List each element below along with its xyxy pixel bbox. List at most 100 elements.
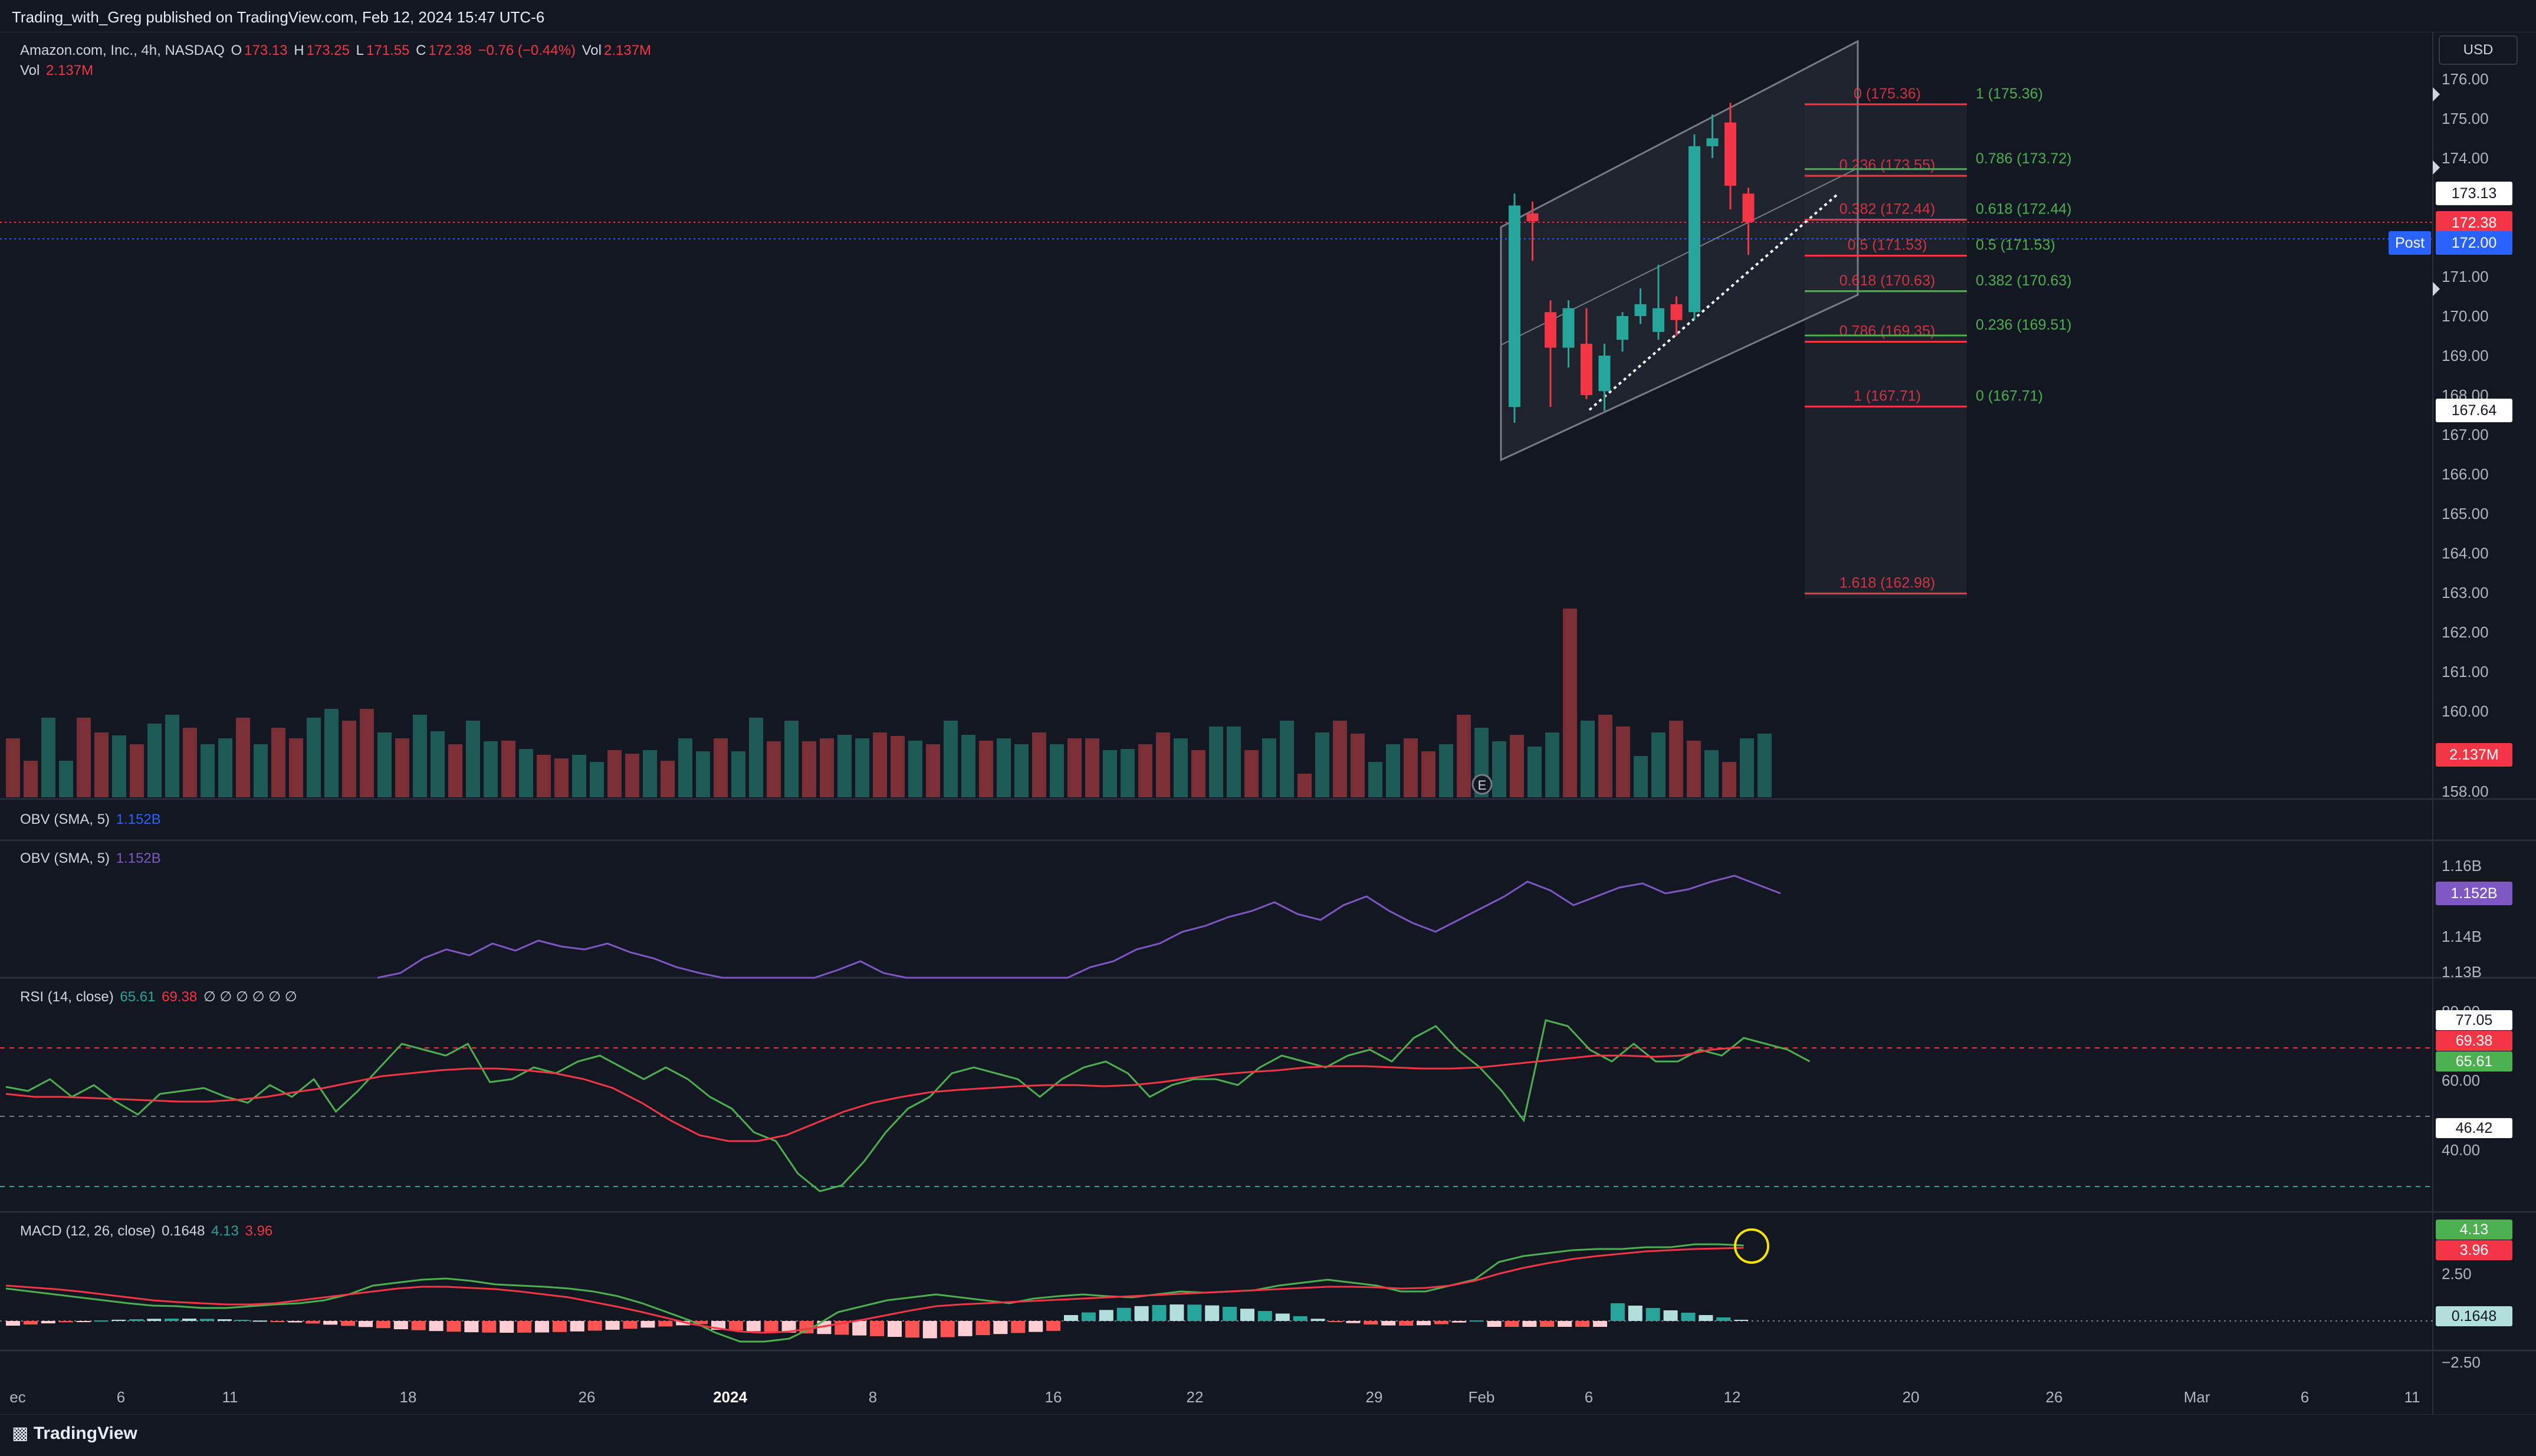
volume-legend[interactable]: Vol 2.137M	[20, 63, 96, 79]
macd-hist-bar	[658, 1321, 673, 1327]
macd-hist-bar	[1293, 1316, 1308, 1321]
fib-level-label: 0.5 (171.53)	[1848, 236, 1927, 253]
time-tick: Feb	[1469, 1388, 1495, 1406]
volume-bar	[891, 736, 905, 797]
macd-hist-bar	[1046, 1321, 1061, 1331]
time-tick: 26	[2046, 1388, 2063, 1406]
volume-bar	[501, 741, 515, 797]
time-tick: 6	[117, 1388, 125, 1406]
volume-bar	[254, 744, 268, 797]
volume-bar	[961, 735, 975, 797]
macd-hist-bar	[1081, 1312, 1096, 1321]
macd-hist-bar	[888, 1321, 902, 1337]
volume-bar	[519, 749, 533, 797]
time-tick: 8	[869, 1388, 877, 1406]
low-value: 171.55	[366, 42, 410, 58]
time-tick: 11	[2404, 1388, 2420, 1406]
macd-hist-bar	[1257, 1311, 1272, 1321]
price-tick: 164.00	[2442, 544, 2489, 562]
macd-hist-bar	[235, 1320, 249, 1322]
earnings-icon[interactable]	[1471, 774, 1493, 795]
volume-bar	[855, 738, 869, 797]
close-label: C	[416, 42, 426, 58]
fib-level-label: 1 (175.36)	[1976, 86, 2043, 102]
open-price-badge: 173.13	[2436, 182, 2512, 205]
volume-bar	[820, 738, 834, 797]
time-axis[interactable]: ec 6 11 18 26 2024 8 16 22 29 Feb 6 12 20 26 Mar 6 11	[9, 1388, 2420, 1406]
macd-hist-bar	[1593, 1321, 1607, 1327]
macd-hist-bar	[781, 1321, 796, 1333]
macd-hist-bar	[940, 1321, 955, 1337]
volume-bar	[926, 744, 940, 797]
chart-canvas[interactable]: 0 (175.36) 0.236 (173.55) 0.382 (172.44) 0.…	[0, 32, 2536, 1414]
candle-body	[1634, 304, 1647, 316]
macd-hist-bar	[570, 1321, 584, 1332]
tradingview-logo[interactable]: ▩ TradingView	[12, 1423, 137, 1444]
macd-badge: 4.13	[2436, 1220, 2512, 1240]
price-tick: 165.00	[2442, 505, 2489, 522]
macd-hist-value: 0.1648	[162, 1223, 205, 1239]
volume-bar	[678, 738, 692, 797]
volume-bar	[1616, 727, 1630, 797]
price-tick: 163.00	[2442, 584, 2489, 602]
rsi-badge-4: 46.42	[2436, 1118, 2512, 1138]
price-pane[interactable]: 0 (175.36) 0.236 (173.55) 0.382 (172.44) 0.…	[0, 40, 2489, 800]
macd-hist-bar	[94, 1320, 109, 1322]
volume-bar	[1421, 751, 1435, 797]
volume-bar	[1404, 738, 1418, 797]
rsi-line	[5, 1019, 1811, 1192]
volume-bars	[6, 609, 1772, 797]
macd-hist-bar	[1558, 1321, 1572, 1327]
volume-bar	[661, 761, 675, 797]
time-tick: 11	[222, 1388, 238, 1406]
volume-bar	[1687, 741, 1701, 797]
volume-bar	[342, 721, 356, 797]
macd-hist-bar	[111, 1319, 126, 1321]
volume-bar	[1669, 721, 1683, 797]
volume-bar	[784, 721, 799, 797]
obv1-legend[interactable]: OBV (SMA, 5) 1.152B	[20, 811, 163, 828]
macd-hist-bar	[623, 1321, 638, 1329]
volume-bar	[908, 741, 922, 797]
rsi-ma-value: 69.38	[162, 989, 198, 1005]
highlight-circle[interactable]	[1734, 1228, 1769, 1264]
volume-bar	[1758, 734, 1772, 797]
obv-tick: 1.16B	[2442, 857, 2482, 875]
macd-hist-bar	[1275, 1313, 1290, 1321]
volume-bar	[1439, 744, 1453, 797]
macd-hist-bar	[640, 1321, 655, 1328]
currency-button[interactable]: USD	[2439, 35, 2518, 65]
volume-bar	[1103, 750, 1117, 797]
volume-bar	[643, 750, 657, 797]
high-label: H	[294, 42, 304, 58]
fib-level-label: 1 (167.71)	[1854, 387, 1921, 404]
macd-hist-bar	[1734, 1320, 1749, 1321]
symbol-legend[interactable]: Amazon.com, Inc., 4h, NASDAQ O 173.13 H 17…	[20, 42, 653, 59]
macd-hist-bar	[1699, 1315, 1713, 1321]
volume-bar	[1386, 744, 1400, 797]
obv2-legend[interactable]: OBV (SMA, 5) 1.152B	[20, 850, 163, 867]
macd-hist-bar	[975, 1321, 990, 1335]
candle-body	[1724, 122, 1736, 186]
volume-bar	[1333, 721, 1347, 797]
macd-hist-bar	[922, 1321, 937, 1339]
rsi-badge-2: 69.38	[2436, 1031, 2512, 1051]
open-label: O	[231, 42, 242, 58]
macd-hist-bar	[817, 1321, 832, 1335]
volume-bar	[1722, 762, 1736, 797]
open-value: 173.13	[244, 42, 288, 58]
trend-line[interactable]	[1588, 193, 1838, 411]
candle-body	[1545, 312, 1556, 348]
publish-info: Trading_with_Greg published on TradingVi…	[12, 8, 545, 26]
rsi-legend[interactable]: RSI (14, close) 65.61 69.38 ∅ ∅ ∅ ∅ ∅ ∅	[20, 988, 300, 1005]
macd-hist-bar	[1240, 1309, 1254, 1321]
macd-hist-bar	[23, 1321, 38, 1325]
volume-bar	[77, 718, 91, 797]
price-tick: 171.00	[2442, 268, 2489, 285]
macd-hist-bar	[147, 1319, 162, 1321]
fib-retracement[interactable]: 0 (175.36) 0.236 (173.55) 0.382 (172.44) 0.…	[1805, 86, 2072, 594]
macd-legend[interactable]: MACD (12, 26, close) 0.1648 4.13 3.96	[20, 1223, 275, 1240]
volume-bar	[1297, 774, 1312, 797]
volume-bar	[1138, 744, 1152, 797]
obv-line	[377, 875, 1781, 979]
